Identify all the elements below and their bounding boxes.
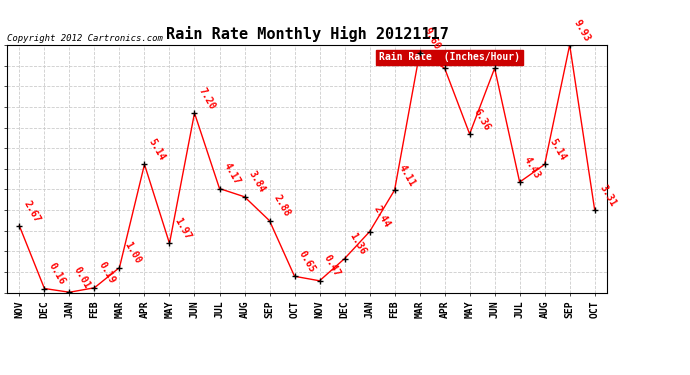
- Text: Copyright 2012 Cartronics.com: Copyright 2012 Cartronics.com: [7, 33, 163, 42]
- Title: Rain Rate Monthly High 20121117: Rain Rate Monthly High 20121117: [166, 27, 448, 42]
- Text: 7.20: 7.20: [197, 86, 217, 111]
- Text: 3.84: 3.84: [247, 170, 268, 195]
- Text: Rain Rate  (Inches/Hour): Rain Rate (Inches/Hour): [379, 53, 520, 63]
- Text: 9.60: 9.60: [422, 26, 442, 51]
- Text: 1.97: 1.97: [172, 216, 193, 242]
- Text: 9.93: 9.93: [572, 18, 593, 43]
- Text: 4.43: 4.43: [522, 155, 542, 180]
- Text: 9: 9: [497, 56, 509, 66]
- Text: 5.14: 5.14: [147, 137, 168, 162]
- Text: 5.14: 5.14: [547, 137, 568, 162]
- Text: 4.11: 4.11: [397, 163, 417, 188]
- Text: 0.01: 0.01: [72, 265, 92, 290]
- Text: 2.44: 2.44: [372, 204, 393, 230]
- Text: 1.36: 1.36: [347, 231, 368, 256]
- Text: 0.65: 0.65: [297, 249, 317, 274]
- Text: 0.19: 0.19: [97, 260, 117, 286]
- Text: 2.88: 2.88: [272, 194, 293, 219]
- Text: 4.17: 4.17: [222, 161, 242, 187]
- Text: 3.31: 3.31: [598, 183, 618, 208]
- Text: 0.16: 0.16: [47, 261, 68, 286]
- Text: 9: 9: [447, 56, 459, 66]
- Text: 1.00: 1.00: [122, 240, 142, 266]
- Text: 2.67: 2.67: [22, 199, 42, 224]
- Text: 6.36: 6.36: [472, 106, 493, 132]
- Text: 0.47: 0.47: [322, 254, 342, 279]
